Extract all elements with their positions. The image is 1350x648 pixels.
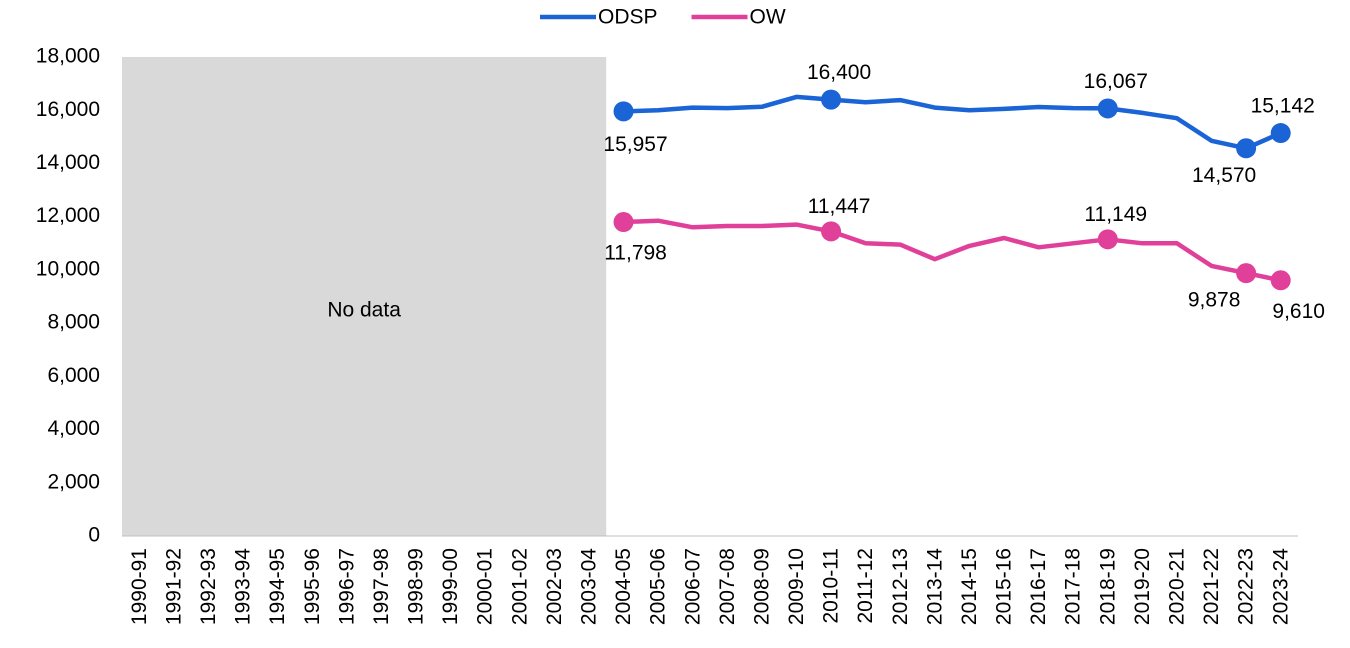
data-label: 14,570 <box>1192 164 1256 187</box>
point-marker <box>613 101 634 122</box>
data-label: 11,447 <box>808 195 871 218</box>
y-tick-label: 2,000 <box>47 470 100 493</box>
x-tick-label: 2008-09 <box>750 548 773 625</box>
x-tick-label: 1993-94 <box>232 548 255 625</box>
y-tick-label: 4,000 <box>47 417 100 440</box>
x-tick-label: 2017-18 <box>1062 548 1085 625</box>
x-tick-label: 2002-03 <box>543 548 566 625</box>
data-label: 11,798 <box>604 242 667 265</box>
point-marker <box>613 212 634 233</box>
point-marker <box>821 221 842 242</box>
x-tick-label: 1998-99 <box>405 548 428 625</box>
series-line <box>623 218 1282 283</box>
x-tick-label: 2015-16 <box>993 548 1016 625</box>
y-tick-label: 14,000 <box>36 151 100 174</box>
x-tick-label: 2018-19 <box>1096 548 1119 625</box>
data-label: 9,878 <box>1188 289 1241 312</box>
data-label: 15,957 <box>603 133 667 156</box>
point-marker <box>1236 138 1257 159</box>
x-tick-label: 1997-98 <box>370 548 393 625</box>
series-line <box>623 94 1282 151</box>
no-data-region <box>122 57 607 536</box>
x-tick-label: 2004-05 <box>612 548 635 625</box>
y-tick-label: 16,000 <box>36 98 100 121</box>
data-label: 11,149 <box>1084 203 1147 226</box>
point-marker <box>1097 229 1118 250</box>
x-tick-label: 1995-96 <box>301 548 324 625</box>
x-tick-label: 2001-02 <box>508 548 531 625</box>
data-label: 16,067 <box>1084 70 1148 93</box>
y-tick-label: 18,000 <box>36 45 100 68</box>
data-label: 16,400 <box>807 61 871 84</box>
x-tick-label: 1996-97 <box>335 548 358 625</box>
y-tick-label: 6,000 <box>47 364 100 387</box>
x-tick-label: 2022-23 <box>1235 548 1258 625</box>
x-tick-label: 2006-07 <box>681 548 704 625</box>
x-tick-label: 2007-08 <box>716 548 739 625</box>
point-marker <box>1270 270 1291 291</box>
x-tick-label: 2019-20 <box>1131 548 1154 625</box>
point-marker <box>1236 263 1257 284</box>
x-tick-label: 2021-22 <box>1200 548 1223 625</box>
data-label: 9,610 <box>1272 300 1325 323</box>
point-marker <box>1270 123 1291 144</box>
x-tick-label: 1992-93 <box>197 548 220 625</box>
legend-label: OW <box>750 6 786 29</box>
x-tick-label: 2014-15 <box>958 548 981 625</box>
x-tick-label: 2013-14 <box>923 548 946 625</box>
data-label: 15,142 <box>1251 95 1315 118</box>
annotation: No data <box>327 299 401 322</box>
y-tick-label: 10,000 <box>36 257 100 280</box>
x-tick-label: 2011-12 <box>854 548 877 624</box>
x-tick-label: 2010-11 <box>820 548 843 624</box>
y-tick-label: 0 <box>88 524 100 547</box>
x-tick-label: 2005-06 <box>647 548 670 625</box>
x-tick-label: 2003-04 <box>577 548 600 625</box>
x-tick-label: 1990-91 <box>128 548 151 625</box>
point-marker <box>1097 98 1118 119</box>
x-tick-label: 2016-17 <box>1027 548 1050 625</box>
x-tick-label: 1994-95 <box>266 548 289 625</box>
legend-label: ODSP <box>598 6 658 29</box>
x-tick-label: 2012-13 <box>889 548 912 625</box>
y-tick-label: 8,000 <box>47 311 100 334</box>
point-marker <box>821 89 842 110</box>
x-tick-label: 1999-00 <box>439 548 462 625</box>
y-tick-label: 12,000 <box>36 204 100 227</box>
x-tick-label: 1991-92 <box>162 548 185 625</box>
x-tick-label: 2009-10 <box>785 548 808 625</box>
x-tick-label: 2020-21 <box>1165 548 1188 625</box>
x-tick-label: 2023-24 <box>1269 548 1292 625</box>
x-tick-label: 2000-01 <box>474 548 497 625</box>
